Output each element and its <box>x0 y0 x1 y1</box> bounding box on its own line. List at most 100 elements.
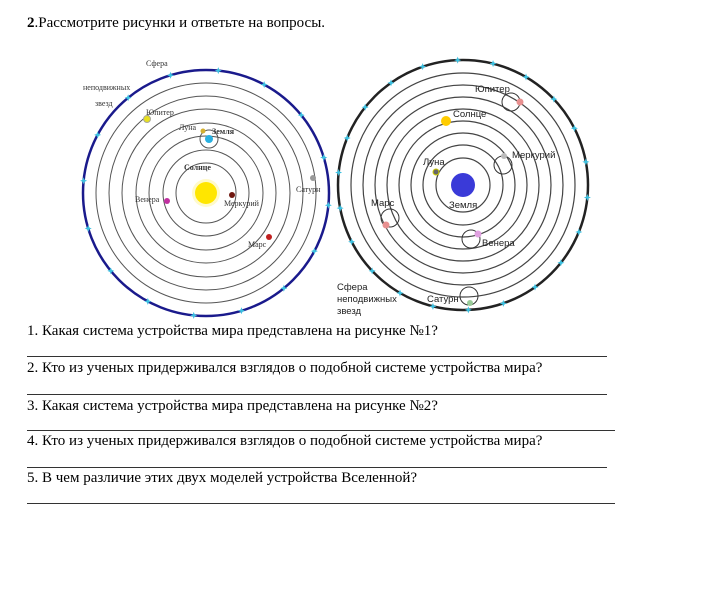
star-mark <box>368 267 376 275</box>
answer-line-1[interactable] <box>27 356 607 357</box>
question-4: 4. Кто из ученых придерживался взглядов … <box>27 433 543 449</box>
star-mark <box>84 224 92 232</box>
star-mark <box>531 283 539 291</box>
label-sphere: звезд <box>95 99 113 108</box>
orbit <box>162 149 250 237</box>
fixed-stars-sphere <box>336 58 590 312</box>
star-mark <box>94 131 102 139</box>
mars <box>266 234 272 240</box>
star-mark <box>297 111 305 119</box>
star-mark <box>583 193 591 201</box>
star-mark <box>570 124 578 132</box>
orbit <box>386 108 540 262</box>
figure-2-geocentric: Юпитер Солнце Меркурий Луна Земля Марс В… <box>335 56 591 317</box>
earth <box>205 135 213 143</box>
star-mark <box>361 103 369 111</box>
figure-1-heliocentric: Сфера неподвижных звезд Юпитер Луна Земл… <box>80 59 332 319</box>
star-mark <box>144 297 152 305</box>
star-marks <box>335 56 591 314</box>
star-mark <box>324 201 332 209</box>
label-mars: Марс <box>371 198 395 209</box>
orbit <box>108 95 304 291</box>
star-mark <box>348 238 356 246</box>
star-mark <box>80 177 88 185</box>
mars-epicycle <box>380 208 400 228</box>
label-earth: Земля <box>449 200 477 211</box>
star-mark <box>335 169 343 177</box>
label-sphere: неподвижных <box>337 294 397 305</box>
orbit <box>350 72 576 298</box>
star-mark <box>396 289 404 297</box>
task-title-text: .Рассмотрите рисунки и ответьте на вопро… <box>34 15 326 31</box>
label-sphere: Сфера <box>337 282 368 293</box>
earth <box>451 173 475 197</box>
fixed-stars-sphere <box>81 68 331 318</box>
label-moon: Луна <box>179 123 197 132</box>
orbit <box>121 108 291 278</box>
sun <box>195 182 217 204</box>
star-mark <box>499 299 507 307</box>
moon-orbit <box>199 129 219 149</box>
task-number: 2 <box>27 15 35 31</box>
answer-line-2[interactable] <box>27 394 607 395</box>
label-mars: Марс <box>248 240 267 249</box>
star-mark <box>454 56 462 64</box>
orbit <box>374 96 552 274</box>
star-mark <box>464 306 472 314</box>
star-marks <box>80 67 332 319</box>
label-sphere: звезд <box>337 306 362 317</box>
orbit <box>148 135 264 251</box>
star-mark <box>280 284 288 292</box>
jupiter <box>143 115 151 123</box>
label-mercury: Меркурий <box>512 150 555 161</box>
jupiter <box>516 98 524 106</box>
sun <box>441 116 451 126</box>
star-mark <box>214 67 222 75</box>
star-mark <box>387 79 395 87</box>
label-sun: Солнце <box>184 163 211 172</box>
label-venus: Венера <box>135 195 160 204</box>
orbit <box>435 157 491 213</box>
orbit <box>175 162 237 224</box>
star-mark <box>167 71 175 79</box>
venus <box>164 198 170 204</box>
label-sun: Солнце <box>453 109 486 120</box>
star-mark <box>557 259 565 267</box>
label-sphere: Сфера <box>146 59 168 68</box>
star-mark <box>582 158 590 166</box>
venus <box>474 230 482 238</box>
star-mark <box>190 311 198 319</box>
orbit <box>95 82 317 304</box>
orbit <box>135 122 277 264</box>
answer-line-3[interactable] <box>27 430 615 431</box>
star-mark <box>107 267 115 275</box>
question-1: 1. Какая система устройства мира предста… <box>27 323 438 339</box>
mercury <box>501 153 507 159</box>
star-mark <box>310 247 318 255</box>
star-mark <box>336 204 344 212</box>
star-mark <box>429 302 437 310</box>
moon <box>432 168 440 176</box>
task-title: 2.Рассмотрите рисунки и ответьте на вопр… <box>27 15 325 32</box>
label-jupiter: Юпитер <box>475 84 510 95</box>
saturn <box>467 300 473 306</box>
orbit <box>398 120 528 250</box>
star-mark <box>550 95 558 103</box>
label-venus: Венера <box>482 238 515 249</box>
star-mark <box>489 60 497 68</box>
answer-line-5[interactable] <box>27 503 615 504</box>
mars <box>382 221 390 229</box>
orbit <box>410 132 516 238</box>
label-sphere: неподвижных <box>83 83 130 92</box>
star-mark <box>419 63 427 71</box>
mercury <box>229 192 235 198</box>
venus-epicycle <box>461 229 481 249</box>
star-mark <box>522 73 530 81</box>
label-saturn: Сатурн <box>427 294 459 305</box>
orbit <box>362 84 564 286</box>
star-mark <box>320 154 328 162</box>
orbit <box>422 144 504 226</box>
answer-line-4[interactable] <box>27 467 607 468</box>
label-mercury: Меркурий <box>224 199 260 208</box>
question-3: 3. Какая система устройства мира предста… <box>27 398 438 414</box>
